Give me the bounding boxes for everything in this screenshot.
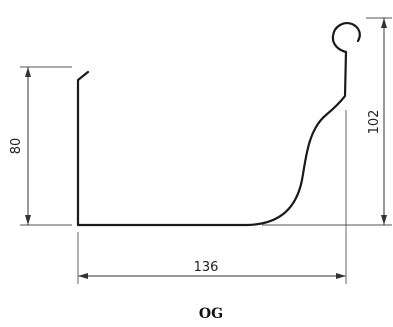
dimension-width: 136 <box>77 110 347 284</box>
dimension-height-left: 80 <box>9 66 72 226</box>
dimension-label-136: 136 <box>194 260 219 275</box>
dimension-label-80: 80 <box>9 138 24 155</box>
dimension-height-right: 102 <box>262 17 392 226</box>
dimension-label-102: 102 <box>367 110 382 135</box>
diagram-caption: OG <box>199 306 223 322</box>
gutter-profile-outline <box>76 22 361 227</box>
